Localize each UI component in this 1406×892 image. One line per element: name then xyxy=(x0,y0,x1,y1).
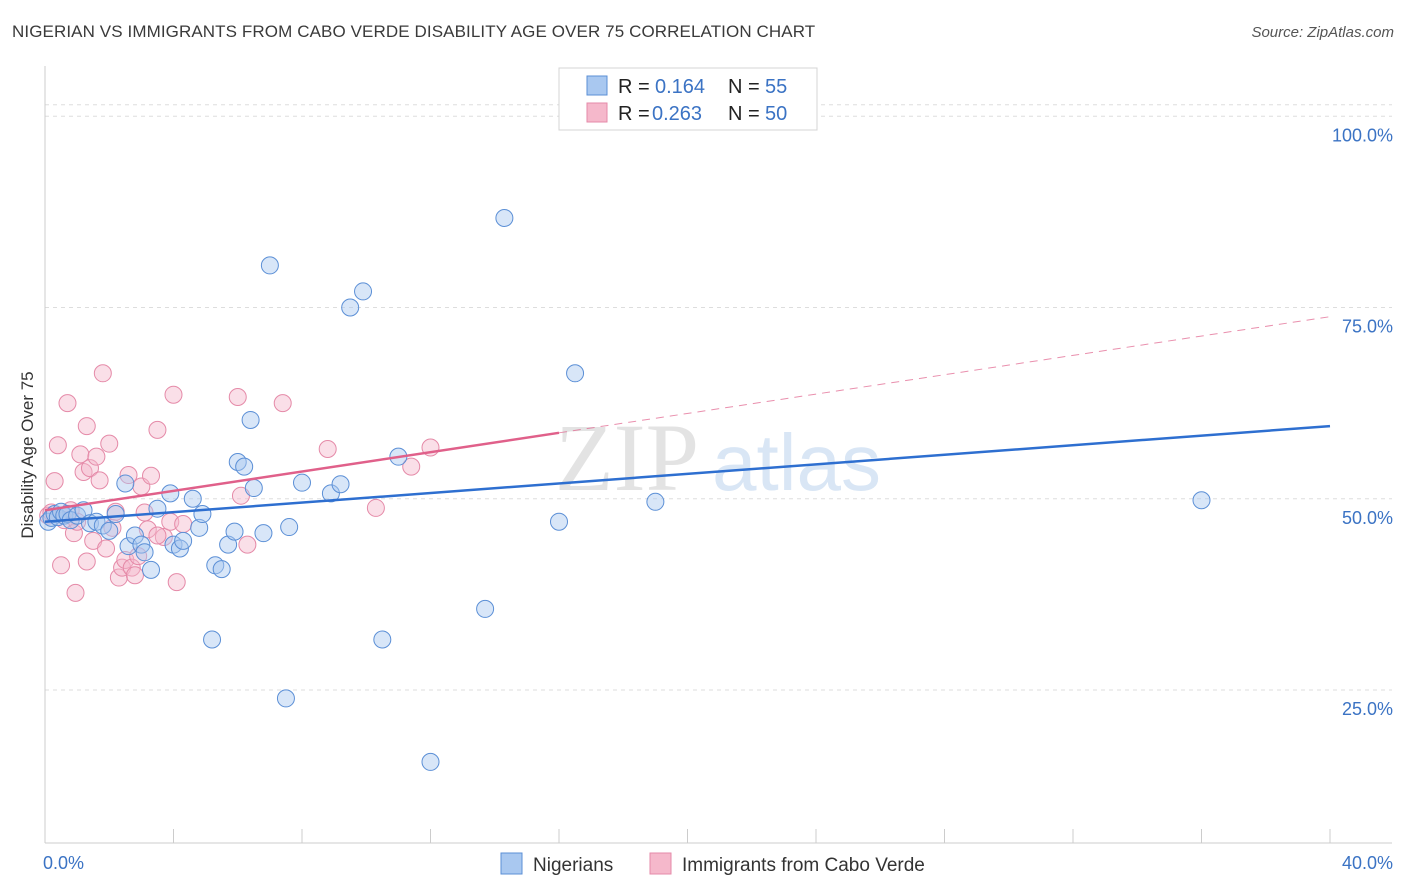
trend-line-nigerians xyxy=(44,424,1331,523)
nigerian-point xyxy=(373,630,392,649)
legend-swatch-nigerians xyxy=(586,75,608,96)
nigerian-point xyxy=(235,457,254,476)
y-tick-label: 75.0% xyxy=(1342,317,1393,337)
watermark-zip: ZIP xyxy=(555,404,699,511)
trend-lines xyxy=(44,316,1331,523)
y-tick-label: 100.0% xyxy=(1332,125,1393,145)
nigerian-point xyxy=(219,535,238,554)
cabo-verde-point xyxy=(80,459,99,478)
cabo-verde-point xyxy=(87,447,106,466)
cabo-verde-point xyxy=(167,573,186,592)
chart-source: Source: ZipAtlas.com xyxy=(1251,24,1394,41)
nigerian-point xyxy=(119,537,138,556)
legend-n-value-1: 55 xyxy=(765,76,787,98)
bottom-legend-swatch-cabo-verde xyxy=(649,852,672,875)
cabo-verde-point xyxy=(238,535,257,554)
nigerian-point xyxy=(476,599,495,618)
nigerian-point xyxy=(421,752,440,771)
cabo-verde-point xyxy=(228,388,247,407)
bottom-legend-label-nigerians: Nigerians xyxy=(533,855,613,876)
nigerian-point xyxy=(212,560,231,579)
cabo-verde-point xyxy=(164,385,183,404)
nigerian-point xyxy=(228,453,247,472)
nigerian-point xyxy=(225,522,244,541)
nigerian-point xyxy=(106,505,125,524)
bottom-legend-swatch-nigerians xyxy=(500,852,523,875)
axes: 0.0% 40.0% xyxy=(43,66,1393,873)
nigerian-point xyxy=(260,256,279,275)
nigerian-point xyxy=(1192,491,1211,510)
series-cabo-verde-points xyxy=(39,364,440,602)
legend-box: R = 0.164 N = 55 R = 0.263 N = 50 xyxy=(558,67,818,131)
nigerian-point xyxy=(244,479,263,498)
nigerian-point xyxy=(321,484,340,503)
cabo-verde-point xyxy=(154,528,173,546)
x-tick-label-max: 40.0% xyxy=(1342,853,1393,873)
chart-title: NIGERIAN VS IMMIGRANTS FROM CABO VERDE D… xyxy=(12,22,816,41)
cabo-verde-point xyxy=(77,417,96,436)
cabo-verde-point xyxy=(97,539,116,558)
cabo-verde-point xyxy=(52,556,71,575)
cabo-verde-point xyxy=(148,420,167,439)
legend-r-value-1: 0.164 xyxy=(655,76,705,98)
cabo-verde-point xyxy=(273,394,292,413)
cabo-verde-point xyxy=(125,566,144,585)
cabo-verde-point xyxy=(142,466,161,485)
nigerian-point xyxy=(331,475,350,494)
cabo-verde-point xyxy=(45,472,64,491)
nigerian-point xyxy=(100,521,119,540)
nigerian-point xyxy=(116,474,135,493)
trend-line-cabo-verde xyxy=(44,431,560,512)
legend-n-value-2: 50 xyxy=(765,103,787,125)
y-tick-label: 50.0% xyxy=(1342,508,1393,528)
nigerian-point xyxy=(142,560,161,579)
nigerian-point xyxy=(241,410,260,429)
nigerian-point xyxy=(276,689,295,708)
cabo-verde-point xyxy=(109,568,128,587)
y-axis-label: Disability Age Over 75 xyxy=(18,371,37,538)
cabo-verde-point xyxy=(100,434,119,453)
nigerian-point xyxy=(566,364,585,383)
cabo-verde-point xyxy=(148,526,167,545)
nigerian-point xyxy=(280,518,299,537)
nigerian-point xyxy=(174,531,193,550)
cabo-verde-point xyxy=(77,552,96,571)
cabo-verde-point xyxy=(318,440,337,459)
cabo-verde-point xyxy=(48,436,67,455)
cabo-verde-point xyxy=(90,471,109,490)
cabo-verde-point xyxy=(366,498,385,517)
x-tick-label-min: 0.0% xyxy=(43,853,84,873)
nigerian-point xyxy=(293,473,311,492)
nigerian-point xyxy=(203,630,222,649)
nigerian-point xyxy=(135,543,154,562)
cabo-verde-point xyxy=(93,364,112,383)
nigerian-point xyxy=(125,526,144,545)
cabo-verde-point xyxy=(402,457,421,476)
legend-r-value-2: 0.263 xyxy=(652,103,702,125)
trend-line-cabo-verde-extension xyxy=(558,316,1331,434)
nigerian-point xyxy=(341,298,360,317)
nigerian-point xyxy=(550,512,568,531)
bottom-legend: Nigerians Immigrants from Cabo Verde xyxy=(500,852,925,876)
y-tick-label: 25.0% xyxy=(1342,699,1393,719)
legend-r-label-2: R = xyxy=(618,103,650,125)
nigerian-point xyxy=(254,524,273,543)
bottom-legend-label-cabo-verde: Immigrants from Cabo Verde xyxy=(682,855,925,876)
cabo-verde-point xyxy=(71,445,90,464)
nigerian-point xyxy=(183,489,202,508)
legend-n-label-2: N = xyxy=(728,103,760,125)
nigerian-point xyxy=(646,492,665,511)
nigerian-point xyxy=(190,518,209,537)
legend-n-label-1: N = xyxy=(728,76,760,98)
nigerian-point xyxy=(354,282,373,301)
nigerian-point xyxy=(193,505,212,524)
watermark: ZIP atlas xyxy=(555,404,881,511)
cabo-verde-point xyxy=(66,583,85,602)
nigerian-point xyxy=(495,208,514,227)
cabo-verde-point xyxy=(58,394,77,413)
cabo-verde-point xyxy=(174,514,193,533)
legend-swatch-cabo-verde xyxy=(586,102,608,123)
legend-r-label-1: R = xyxy=(618,76,650,98)
